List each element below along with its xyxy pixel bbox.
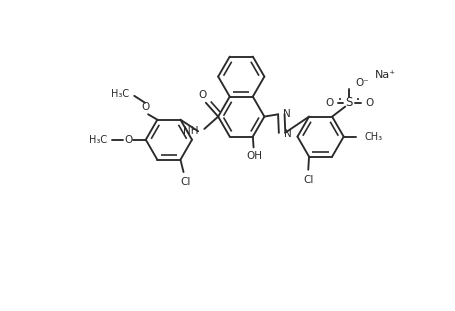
Text: O: O: [325, 98, 333, 108]
Text: N: N: [283, 109, 291, 118]
Text: Na⁺: Na⁺: [375, 70, 396, 80]
Text: Cl: Cl: [181, 177, 191, 187]
Text: H₃C: H₃C: [111, 89, 129, 99]
Text: CH₃: CH₃: [364, 132, 383, 142]
Text: H₃C: H₃C: [89, 135, 107, 145]
Text: O⁻: O⁻: [355, 78, 369, 88]
Text: NH: NH: [182, 126, 198, 136]
Text: OH: OH: [246, 151, 263, 161]
Text: Cl: Cl: [304, 175, 314, 185]
Text: N: N: [283, 128, 291, 138]
Text: O: O: [124, 135, 132, 145]
Text: O: O: [141, 102, 149, 112]
Text: O: O: [198, 90, 206, 100]
Text: S: S: [345, 96, 353, 109]
Text: O: O: [365, 98, 373, 108]
